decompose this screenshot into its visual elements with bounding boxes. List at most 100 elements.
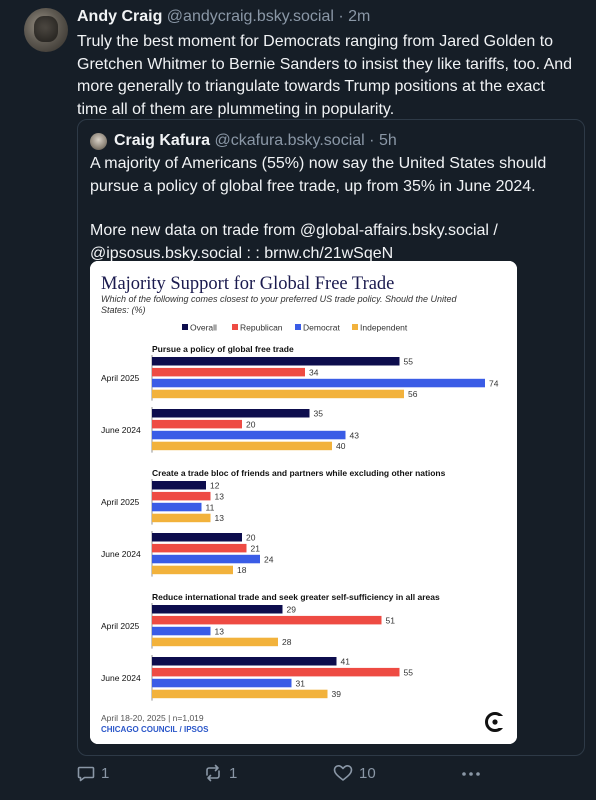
chart-title: Majority Support for Global Free Trade — [101, 274, 394, 294]
bar-republican — [152, 367, 305, 377]
bar-republican — [152, 543, 247, 553]
row-label: April 2025 — [101, 373, 140, 383]
separator-dot: · — [338, 8, 344, 25]
data-label: 41 — [341, 657, 351, 667]
like-button[interactable]: 10 — [333, 764, 376, 782]
bar-independent — [152, 513, 211, 523]
more-options-button[interactable] — [461, 764, 481, 782]
data-label: 31 — [296, 678, 306, 688]
quoted-author-avatar[interactable] — [90, 133, 107, 150]
bar-overall — [152, 357, 400, 366]
bar-independent — [152, 637, 278, 647]
legend-label-independent: Independent — [360, 323, 408, 333]
legend-swatch-republican — [232, 324, 238, 330]
chicago-council-logo-icon — [495, 716, 505, 728]
trade-policy-chart: Majority Support for Global Free TradeWh… — [90, 261, 517, 744]
reply-count: 1 — [101, 764, 110, 782]
bar-democrat — [152, 430, 346, 440]
quoted-text-paragraph-2: More new data on trade from @global-affa… — [90, 222, 498, 262]
data-label: 40 — [336, 441, 346, 451]
author-handle[interactable]: @andycraig.bsky.social — [166, 8, 334, 25]
bar-independent — [152, 565, 233, 575]
data-label: 43 — [350, 430, 360, 440]
data-label: 20 — [246, 533, 256, 543]
bar-overall — [152, 605, 283, 614]
bar-democrat — [152, 626, 211, 636]
bar-overall — [152, 409, 310, 418]
repost-button[interactable]: 1 — [203, 764, 237, 782]
chart-subtitle: Which of the following comes closest to … — [101, 294, 458, 315]
quoted-text-paragraph-1: A majority of Americans (55%) now say th… — [90, 155, 547, 195]
data-label: 24 — [264, 554, 274, 564]
bar-republican — [152, 667, 400, 677]
legend-swatch-overall — [182, 324, 188, 330]
data-label: 20 — [246, 419, 256, 429]
data-label: 28 — [282, 637, 292, 647]
group-title: Pursue a policy of global free trade — [152, 344, 294, 354]
reply-button[interactable]: 1 — [77, 764, 109, 782]
bar-democrat — [152, 678, 292, 688]
group-title: Reduce international trade and seek grea… — [152, 592, 440, 602]
data-label: 55 — [404, 357, 414, 367]
post-actions: 1 1 10 — [77, 764, 577, 788]
row-label: April 2025 — [101, 497, 140, 507]
post-text: Truly the best moment for Democrats rang… — [77, 33, 573, 118]
like-count: 10 — [359, 764, 376, 782]
legend-label-overall: Overall — [190, 323, 217, 333]
data-label: 18 — [237, 565, 247, 575]
bar-republican — [152, 491, 211, 501]
speech-bubble-icon — [77, 766, 95, 782]
bar-independent — [152, 389, 404, 399]
quoted-post-header: Craig Kafura @ckafura.bsky.social · 5h — [114, 132, 397, 150]
data-label: 13 — [215, 626, 225, 636]
data-label: 74 — [489, 378, 499, 388]
bar-overall — [152, 533, 242, 542]
bar-democrat — [152, 378, 485, 388]
bar-republican — [152, 419, 242, 429]
row-label: June 2024 — [101, 673, 141, 683]
repost-count: 1 — [229, 764, 238, 782]
data-label: 51 — [386, 615, 396, 625]
quoted-author-name[interactable]: Craig Kafura — [114, 132, 211, 149]
data-label: 12 — [210, 481, 220, 491]
data-label: 34 — [309, 367, 319, 377]
bar-democrat — [152, 554, 260, 564]
data-label: 11 — [206, 502, 215, 512]
heart-icon — [333, 765, 353, 781]
chicago-council-logo-icon — [492, 719, 498, 725]
legend-label-democrat: Democrat — [303, 323, 340, 333]
row-label: April 2025 — [101, 621, 140, 631]
legend-swatch-independent — [352, 324, 358, 330]
repost-arrows-icon — [206, 764, 220, 782]
bar-overall — [152, 481, 206, 490]
data-label: 29 — [287, 605, 297, 615]
data-label: 21 — [251, 543, 261, 553]
quoted-post[interactable]: Craig Kafura @ckafura.bsky.social · 5h A… — [77, 119, 585, 756]
data-label: 56 — [408, 389, 418, 399]
bar-overall — [152, 657, 337, 666]
data-label: 39 — [332, 689, 342, 699]
group-title: Create a trade bloc of friends and partn… — [152, 468, 446, 478]
quoted-author-handle[interactable]: @ckafura.bsky.social — [214, 132, 365, 149]
separator-dot: · — [369, 132, 375, 149]
legend-label-republican: Republican — [240, 323, 283, 333]
chart-footnote: April 18-20, 2025 | n=1,019 — [101, 713, 204, 723]
data-label: 55 — [404, 667, 414, 677]
quoted-post-time[interactable]: 5h — [378, 132, 397, 149]
bar-republican — [152, 615, 382, 625]
chart-image[interactable]: Majority Support for Global Free Trade Wh… — [90, 261, 517, 744]
quoted-post-text: A majority of Americans (55%) now say th… — [90, 153, 570, 265]
ellipsis-icon — [462, 772, 480, 776]
chart-source: CHICAGO COUNCIL / IPSOS — [101, 725, 209, 734]
author-name[interactable]: Andy Craig — [77, 8, 163, 25]
legend-swatch-democrat — [295, 324, 301, 330]
row-label: June 2024 — [101, 549, 141, 559]
post-time[interactable]: 2m — [348, 8, 371, 25]
data-label: 13 — [215, 491, 225, 501]
post-header: Andy Craig @andycraig.bsky.social · 2m — [77, 8, 370, 26]
author-avatar[interactable] — [24, 8, 68, 52]
bar-democrat — [152, 502, 202, 512]
bar-independent — [152, 441, 332, 451]
data-label: 13 — [215, 513, 225, 523]
